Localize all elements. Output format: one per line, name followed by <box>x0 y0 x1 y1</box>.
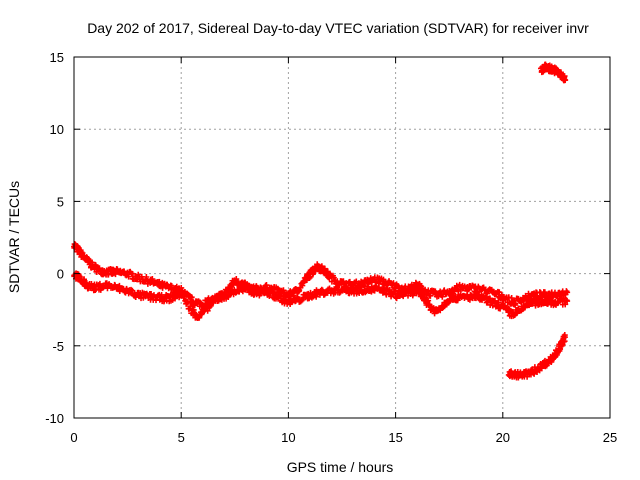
point-marker <box>564 289 571 296</box>
point-marker <box>121 268 128 275</box>
x-tick-label: 0 <box>70 430 77 445</box>
point-marker <box>541 289 548 296</box>
point-marker <box>168 283 175 289</box>
data-points <box>71 61 571 381</box>
x-axis: 0 5 10 15 20 25 <box>70 57 617 445</box>
point-marker <box>184 299 191 306</box>
point-marker <box>495 299 502 306</box>
point-marker <box>143 273 150 280</box>
point-marker <box>336 289 343 296</box>
point-marker <box>562 301 569 308</box>
point-marker <box>564 298 571 305</box>
y-axis: -10 -5 0 5 10 15 <box>45 50 610 426</box>
chart-title: Day 202 of 2017, Sidereal Day-to-day VTE… <box>87 20 589 36</box>
x-tick-label: 10 <box>281 430 295 445</box>
point-marker <box>431 310 438 317</box>
plot-frame <box>73 56 611 419</box>
point-marker <box>450 290 457 297</box>
point-marker <box>561 77 568 84</box>
grid <box>74 57 610 418</box>
y-tick-label: 15 <box>50 50 64 65</box>
y-tick-label: 0 <box>57 267 64 282</box>
point-marker <box>96 280 103 287</box>
point-marker <box>188 294 195 301</box>
point-marker <box>96 265 103 272</box>
x-tick-label: 5 <box>178 430 185 445</box>
point-marker <box>420 290 427 297</box>
y-tick-label: -10 <box>45 411 64 426</box>
point-marker <box>561 334 568 341</box>
point-marker <box>80 276 87 283</box>
point-marker <box>558 342 565 349</box>
x-tick-label: 15 <box>388 430 402 445</box>
point-marker <box>393 295 400 302</box>
y-tick-label: -5 <box>52 339 64 354</box>
point-marker <box>125 273 132 280</box>
point-marker <box>313 293 320 300</box>
y-tick-label: 5 <box>57 194 64 209</box>
point-marker <box>512 300 519 307</box>
y-axis-label: SDTVAR / TECUs <box>6 181 22 293</box>
point-marker <box>187 303 194 310</box>
x-tick-label: 25 <box>603 430 617 445</box>
y-tick-label: 10 <box>50 122 64 137</box>
point-marker <box>524 373 531 380</box>
point-marker <box>357 283 364 290</box>
point-marker <box>181 293 188 300</box>
x-tick-label: 20 <box>496 430 510 445</box>
x-axis-label: GPS time / hours <box>287 459 394 475</box>
point-marker <box>324 268 331 275</box>
point-marker <box>276 292 283 299</box>
